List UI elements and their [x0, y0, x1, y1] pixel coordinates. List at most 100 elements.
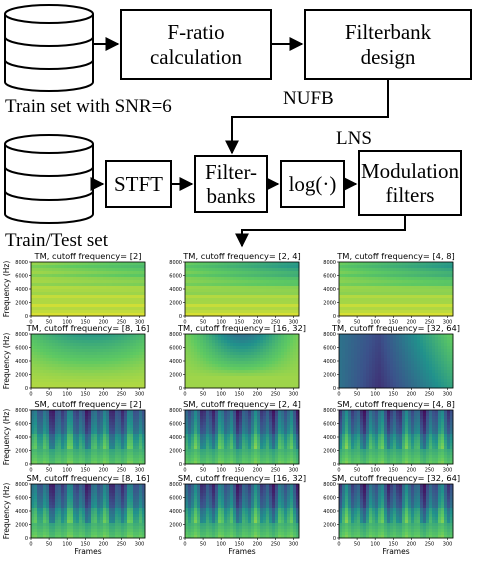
panel-image — [339, 410, 454, 465]
xtick-label: 250 — [425, 392, 435, 398]
ytick-label: 2000 — [323, 522, 336, 528]
xtick-label: 0 — [29, 542, 32, 548]
ytick-label: 8000 — [323, 260, 336, 266]
ytick-label: 2000 — [15, 448, 28, 454]
panel-title: SM, cutoff frequency= [8, 16] — [27, 473, 150, 483]
ytick-label: 2000 — [323, 372, 336, 378]
ytick-label: 8000 — [15, 408, 28, 414]
ytick-label: 8000 — [15, 482, 28, 488]
xtick-label: 100 — [370, 320, 380, 326]
panel-0-2: TM, cutoff frequency= [4, 8]020004000600… — [323, 251, 454, 326]
xtick-label: 50 — [46, 468, 52, 474]
xtick-label: 200 — [253, 542, 263, 548]
panel-title: SM, cutoff frequency= [16, 32] — [178, 473, 306, 483]
ytick-label: 2000 — [323, 300, 336, 306]
x-axis-label: Frames — [228, 547, 255, 556]
ytick-label: 6000 — [15, 421, 28, 427]
filterbank-design-label: Filterbank design — [344, 20, 432, 69]
xtick-label: 50 — [354, 542, 360, 548]
xtick-label: 200 — [407, 320, 417, 326]
ytick-label: 8000 — [323, 332, 336, 338]
panel-title: TM, cutoff frequency= [32, 64] — [331, 323, 460, 333]
xtick-label: 0 — [337, 392, 340, 398]
xtick-label: 150 — [235, 320, 245, 326]
fratio-label: F-ratio calculation — [149, 20, 243, 69]
xtick-label: 300 — [289, 468, 299, 474]
xtick-label: 0 — [29, 392, 32, 398]
panel-0-1: TM, cutoff frequency= [2, 4]020004000600… — [169, 251, 300, 326]
xtick-label: 300 — [289, 320, 299, 326]
ytick-label: 2000 — [169, 300, 182, 306]
ytick-label: 8000 — [169, 482, 182, 488]
xtick-label: 300 — [443, 468, 453, 474]
xtick-label: 300 — [443, 392, 453, 398]
xtick-label: 50 — [46, 542, 52, 548]
log-box: log(·) — [280, 160, 345, 208]
ytick-label: 8000 — [169, 332, 182, 338]
filterbanks-box: Filter-banks — [194, 155, 268, 213]
ytick-label: 0 — [25, 536, 28, 542]
xtick-label: 200 — [253, 392, 263, 398]
fratio-box: F-ratio calculation — [120, 9, 272, 80]
lns-label: LNS — [336, 128, 372, 149]
xtick-label: 300 — [135, 320, 145, 326]
xtick-label: 50 — [200, 392, 206, 398]
panel-1-2: TM, cutoff frequency= [32, 64]0200040006… — [323, 323, 460, 398]
xtick-label: 100 — [216, 542, 226, 548]
ytick-label: 8000 — [169, 408, 182, 414]
ytick-label: 6000 — [323, 345, 336, 351]
panel-2-0: SM, cutoff frequency= [2]020004000600080… — [2, 399, 146, 474]
xtick-label: 100 — [370, 542, 380, 548]
panel-title: TM, cutoff frequency= [8, 16] — [26, 323, 150, 333]
ytick-label: 8000 — [323, 408, 336, 414]
xtick-label: 0 — [183, 392, 186, 398]
xtick-label: 50 — [354, 392, 360, 398]
ytick-label: 4000 — [323, 509, 336, 515]
panel-title: SM, cutoff frequency= [4, 8] — [337, 399, 455, 409]
ytick-label: 0 — [179, 386, 182, 392]
ytick-label: 8000 — [15, 260, 28, 266]
stft-box: STFT — [105, 160, 172, 208]
ytick-label: 8000 — [323, 482, 336, 488]
ytick-label: 4000 — [169, 435, 182, 441]
train-database-icon — [4, 4, 94, 92]
xtick-label: 250 — [425, 320, 435, 326]
xtick-label: 50 — [200, 542, 206, 548]
xtick-label: 200 — [99, 320, 109, 326]
arrow-design-to-filterbanks — [225, 80, 389, 155]
ytick-label: 0 — [25, 462, 28, 468]
ytick-label: 4000 — [15, 435, 28, 441]
ytick-label: 6000 — [323, 273, 336, 279]
xtick-label: 300 — [289, 392, 299, 398]
xtick-label: 0 — [337, 542, 340, 548]
xtick-label: 50 — [200, 468, 206, 474]
xtick-label: 200 — [253, 468, 263, 474]
panel-2-1: SM, cutoff frequency= [2, 4]020004000600… — [169, 399, 301, 474]
xtick-label: 250 — [425, 468, 435, 474]
ytick-label: 6000 — [169, 273, 182, 279]
xtick-label: 300 — [443, 320, 453, 326]
xtick-label: 250 — [271, 320, 281, 326]
xtick-label: 150 — [235, 392, 245, 398]
panel-1-1: TM, cutoff frequency= [16, 32]0200040006… — [169, 323, 306, 398]
ytick-label: 0 — [333, 462, 336, 468]
xtick-label: 150 — [81, 468, 91, 474]
panel-image — [31, 262, 146, 317]
panel-image — [339, 484, 454, 539]
train-set-label: Train set with SNR=6 — [5, 96, 172, 117]
panel-image — [31, 484, 146, 539]
ytick-label: 0 — [179, 462, 182, 468]
ytick-label: 2000 — [169, 448, 182, 454]
xtick-label: 250 — [425, 542, 435, 548]
y-axis-label: Frequency (Hz) — [2, 483, 11, 540]
y-axis-label: Frequency (Hz) — [2, 333, 11, 390]
xtick-label: 0 — [337, 468, 340, 474]
panel-image — [185, 410, 300, 465]
panel-title: SM, cutoff frequency= [2, 4] — [183, 399, 301, 409]
panel-3-1: SM, cutoff frequency= [16, 32]0200040006… — [169, 473, 306, 556]
x-axis-label: Frames — [74, 547, 101, 556]
spectrogram-panels: TM, cutoff frequency= [2]020004000600080… — [2, 251, 460, 556]
stft-label: STFT — [113, 171, 163, 196]
ytick-label: 0 — [179, 536, 182, 542]
xtick-label: 100 — [370, 468, 380, 474]
